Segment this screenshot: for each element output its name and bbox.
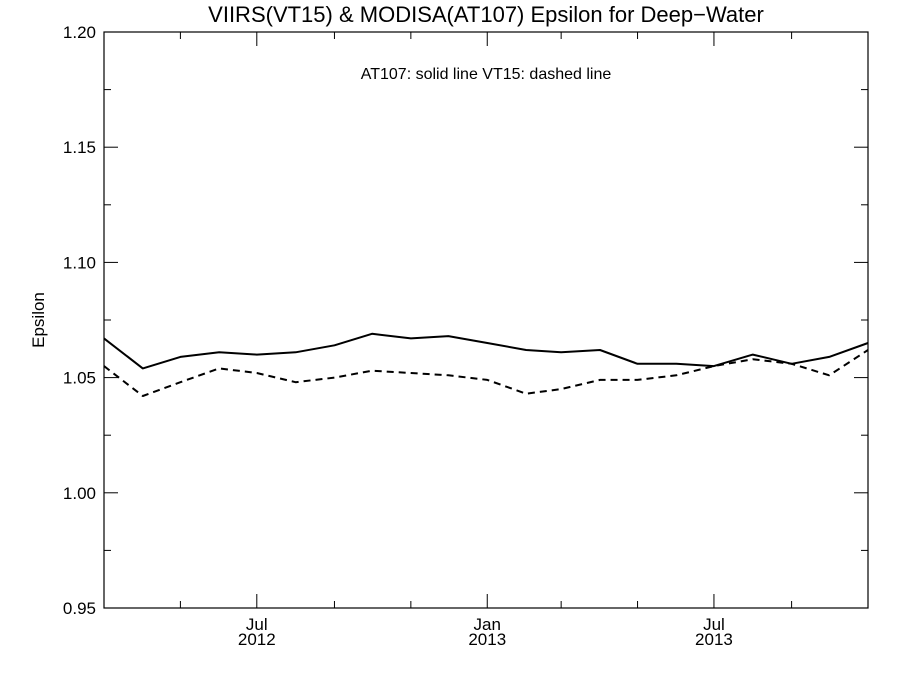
legend-annotation: AT107: solid line VT15: dashed line xyxy=(361,66,612,83)
series-line-solid xyxy=(103,332,869,370)
x-tick-label-year: 2013 xyxy=(468,630,506,649)
y-tick-label: 0.95 xyxy=(63,599,96,618)
y-tick-labels: 0.95 1.00 1.05 1.10 1.15 1.20 xyxy=(63,23,96,618)
series-line-dashed xyxy=(103,349,869,397)
chart-title: VIIRS(VT15) & MODISA(AT107) Epsilon for … xyxy=(208,2,764,27)
plot-frame xyxy=(103,31,869,609)
y-tick-label: 1.15 xyxy=(63,138,96,157)
tick-marks xyxy=(103,31,869,609)
y-axis-label: Epsilon xyxy=(29,292,48,348)
x-tick-label-month: Jan xyxy=(474,615,501,634)
x-tick-label-year: 2013 xyxy=(695,630,733,649)
x-tick-label-month: Jul xyxy=(703,615,725,634)
y-tick-label: 1.00 xyxy=(63,484,96,503)
y-tick-label: 1.05 xyxy=(63,369,96,388)
x-tick-label-year: 2012 xyxy=(238,630,276,649)
y-tick-label: 1.20 xyxy=(63,23,96,42)
x-tick-label-month: Jul xyxy=(246,615,268,634)
series-lines xyxy=(103,332,869,397)
y-tick-label: 1.10 xyxy=(63,253,96,272)
